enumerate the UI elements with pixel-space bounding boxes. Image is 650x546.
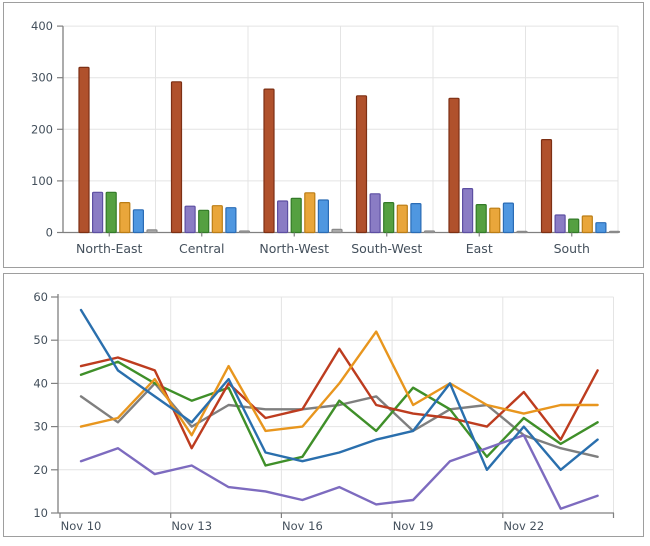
y-axis-label: 50 xyxy=(33,333,48,347)
x-axis-label: Nov 19 xyxy=(393,519,434,533)
bar-series-3-green-north-west[interactable] xyxy=(290,197,302,234)
bar-series-2-purple-north-east[interactable] xyxy=(91,191,104,234)
bar-series-4-orange-east[interactable] xyxy=(489,207,501,234)
x-axis-label: Nov 10 xyxy=(61,519,102,533)
category-label: South xyxy=(554,241,590,256)
y-axis-label: 300 xyxy=(31,71,53,85)
bar-series-5-blue-central[interactable] xyxy=(225,207,237,234)
y-axis-label: 30 xyxy=(33,420,48,434)
bar-series-4-orange-north-east[interactable] xyxy=(119,202,131,234)
bar-series-2-purple-south-west[interactable] xyxy=(369,193,381,234)
x-axis-label: Nov 22 xyxy=(503,519,544,533)
category-label: East xyxy=(466,241,493,256)
bar-series-6-gray-central[interactable] xyxy=(238,230,251,234)
y-axis-label: 20 xyxy=(33,463,48,477)
bar-series-1-rust-central[interactable] xyxy=(170,81,183,234)
category-label: Central xyxy=(179,241,225,256)
bar-series-5-blue-east[interactable] xyxy=(502,202,514,234)
bar-series-6-gray-south[interactable] xyxy=(608,230,621,234)
bar-series-2-purple-central[interactable] xyxy=(184,205,196,234)
bar-chart-svg: 0 100 200 300 400 North-East Central North-West… xyxy=(31,19,621,256)
bar-series-1-rust-south-west[interactable] xyxy=(355,95,368,234)
y-axis-label: 40 xyxy=(33,376,48,390)
bar-series-4-orange-south[interactable] xyxy=(581,215,593,234)
bar-series-1-rust-east[interactable] xyxy=(448,97,460,234)
bar-series-3-green-north-east[interactable] xyxy=(105,191,117,234)
line-series-green[interactable] xyxy=(79,360,599,467)
bar-series-2-purple-north-west[interactable] xyxy=(277,200,289,234)
category-label: North-East xyxy=(76,241,143,256)
bar-series-5-blue-north-east[interactable] xyxy=(132,209,144,234)
bar-series-1-rust-south[interactable] xyxy=(540,139,553,234)
bar-series-4-orange-north-west[interactable] xyxy=(304,192,316,234)
bar-series-5-blue-north-west[interactable] xyxy=(317,199,329,234)
bar-series-1-rust-north-west[interactable] xyxy=(263,88,275,234)
bar-series-4-orange-central[interactable] xyxy=(211,205,223,234)
bar-series-3-green-east[interactable] xyxy=(475,204,487,234)
y-axis-label: 0 xyxy=(46,226,53,240)
y-axis-label: 60 xyxy=(33,290,48,304)
bar-series-3-green-central[interactable] xyxy=(198,209,210,234)
bar-series-6-gray-east[interactable] xyxy=(516,230,528,234)
category-label: South-West xyxy=(351,241,422,256)
bar-series-1-rust-north-east[interactable] xyxy=(78,66,90,234)
bar-series-3-green-south[interactable] xyxy=(568,218,580,234)
line-series-purple[interactable] xyxy=(79,433,599,510)
bar-series-4-orange-south-west[interactable] xyxy=(396,204,408,234)
category-label: North-West xyxy=(259,241,329,256)
y-axis-label: 200 xyxy=(31,122,53,136)
y-axis-label: 10 xyxy=(33,506,48,520)
line-series-blue[interactable] xyxy=(79,308,599,472)
line-chart-svg: 10 20 30 40 50 60 Nov 10 Nov 13 Nov 16 Nov 19 Nov … xyxy=(33,290,615,533)
y-axis-label: 100 xyxy=(31,174,53,188)
bar-series-6-gray-south-west[interactable] xyxy=(423,230,436,234)
bar-series-3-green-south-west[interactable] xyxy=(383,202,395,234)
bar-series-5-blue-south[interactable] xyxy=(595,222,607,234)
line-chart-panel: 10 20 30 40 50 60 Nov 10 Nov 13 Nov 16 Nov 19 Nov … xyxy=(3,273,644,537)
bar-series-2-purple-east[interactable] xyxy=(462,188,474,234)
bar-series-6-gray-north-west[interactable] xyxy=(331,228,343,234)
bar-series-6-gray-north-east[interactable] xyxy=(146,229,158,234)
bar-series-2-purple-south[interactable] xyxy=(554,214,566,234)
x-axis-label: Nov 16 xyxy=(282,519,323,533)
bar-chart-panel: 0 100 200 300 400 North-East Central North-West… xyxy=(3,2,644,268)
line-series-orange[interactable] xyxy=(79,330,599,437)
y-axis-label: 400 xyxy=(31,19,53,33)
bar-series-5-blue-south-west[interactable] xyxy=(410,203,422,234)
x-axis-label: Nov 13 xyxy=(171,519,212,533)
